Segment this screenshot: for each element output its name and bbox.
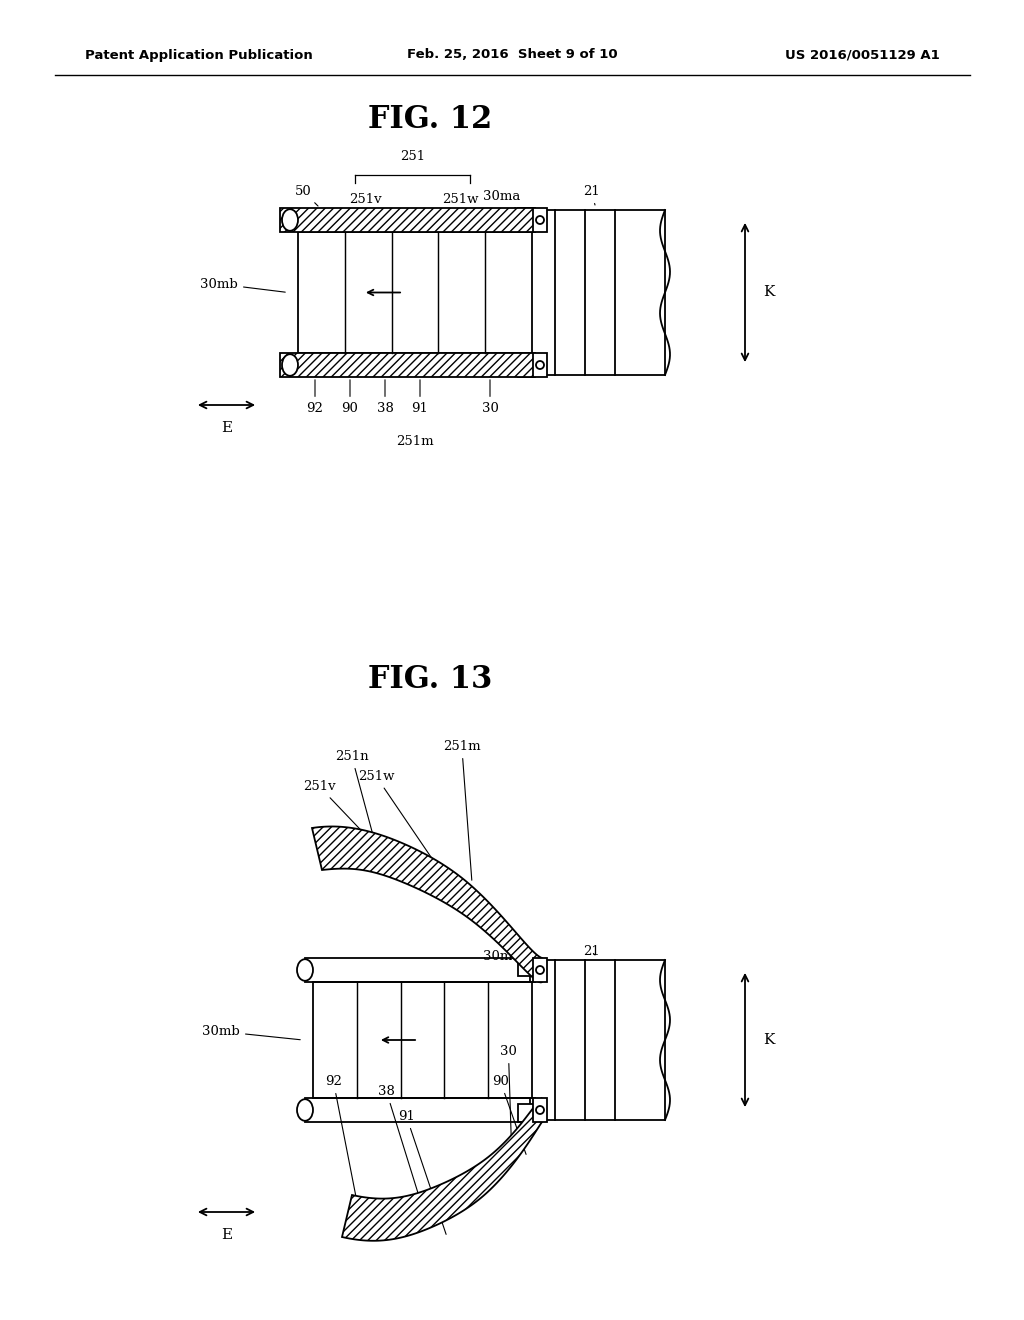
Text: 251m: 251m bbox=[396, 436, 434, 447]
Bar bbox=[280, 209, 535, 232]
Bar bbox=[518, 359, 534, 378]
Ellipse shape bbox=[536, 216, 544, 224]
Text: 90: 90 bbox=[342, 380, 358, 414]
Text: 30: 30 bbox=[481, 380, 499, 414]
Ellipse shape bbox=[536, 360, 544, 370]
Text: 30ma: 30ma bbox=[482, 190, 522, 214]
Text: 21: 21 bbox=[583, 945, 600, 958]
Ellipse shape bbox=[282, 354, 298, 376]
Text: 38: 38 bbox=[378, 1085, 426, 1220]
Ellipse shape bbox=[297, 960, 313, 981]
Text: 91: 91 bbox=[412, 380, 428, 414]
Text: 251v: 251v bbox=[349, 193, 381, 206]
Bar bbox=[298, 232, 532, 352]
Text: K: K bbox=[763, 285, 774, 300]
Ellipse shape bbox=[297, 1100, 313, 1121]
Text: 91: 91 bbox=[398, 1110, 446, 1234]
Text: US 2016/0051129 A1: US 2016/0051129 A1 bbox=[785, 49, 940, 62]
Bar bbox=[518, 209, 534, 226]
Text: 50: 50 bbox=[295, 185, 318, 206]
Text: 92: 92 bbox=[325, 1074, 356, 1200]
Ellipse shape bbox=[536, 1106, 544, 1114]
Bar bbox=[534, 352, 547, 378]
Bar bbox=[534, 1098, 547, 1122]
Text: 30mb: 30mb bbox=[201, 277, 286, 292]
Text: Patent Application Publication: Patent Application Publication bbox=[85, 49, 312, 62]
Text: E: E bbox=[221, 1228, 232, 1242]
Ellipse shape bbox=[282, 209, 298, 231]
Text: 30ma: 30ma bbox=[482, 950, 524, 965]
Text: 30: 30 bbox=[500, 1045, 517, 1159]
Text: K: K bbox=[763, 1034, 774, 1047]
Text: 92: 92 bbox=[306, 380, 324, 414]
Ellipse shape bbox=[536, 966, 544, 974]
Text: 251w: 251w bbox=[358, 770, 451, 886]
Text: 251v: 251v bbox=[303, 780, 395, 866]
Text: 251n: 251n bbox=[335, 750, 376, 847]
Bar bbox=[280, 352, 535, 378]
Text: FIG. 12: FIG. 12 bbox=[368, 104, 493, 136]
Text: 21: 21 bbox=[583, 185, 600, 205]
Text: 90: 90 bbox=[492, 1074, 526, 1155]
Bar bbox=[518, 958, 534, 975]
Text: Feb. 25, 2016  Sheet 9 of 10: Feb. 25, 2016 Sheet 9 of 10 bbox=[407, 49, 617, 62]
Text: 251m: 251m bbox=[443, 741, 480, 880]
Bar bbox=[534, 958, 547, 982]
Text: E: E bbox=[221, 421, 232, 436]
Bar bbox=[518, 1104, 534, 1122]
Text: 251w: 251w bbox=[441, 193, 478, 206]
Polygon shape bbox=[342, 1098, 542, 1241]
Bar bbox=[534, 209, 547, 232]
Text: 38: 38 bbox=[377, 380, 393, 414]
Bar bbox=[530, 210, 665, 375]
Bar bbox=[313, 982, 532, 1098]
Text: 251: 251 bbox=[400, 150, 425, 162]
Bar bbox=[530, 960, 665, 1119]
Text: 30mb: 30mb bbox=[203, 1026, 300, 1040]
Polygon shape bbox=[312, 826, 542, 982]
Text: FIG. 13: FIG. 13 bbox=[368, 664, 493, 696]
